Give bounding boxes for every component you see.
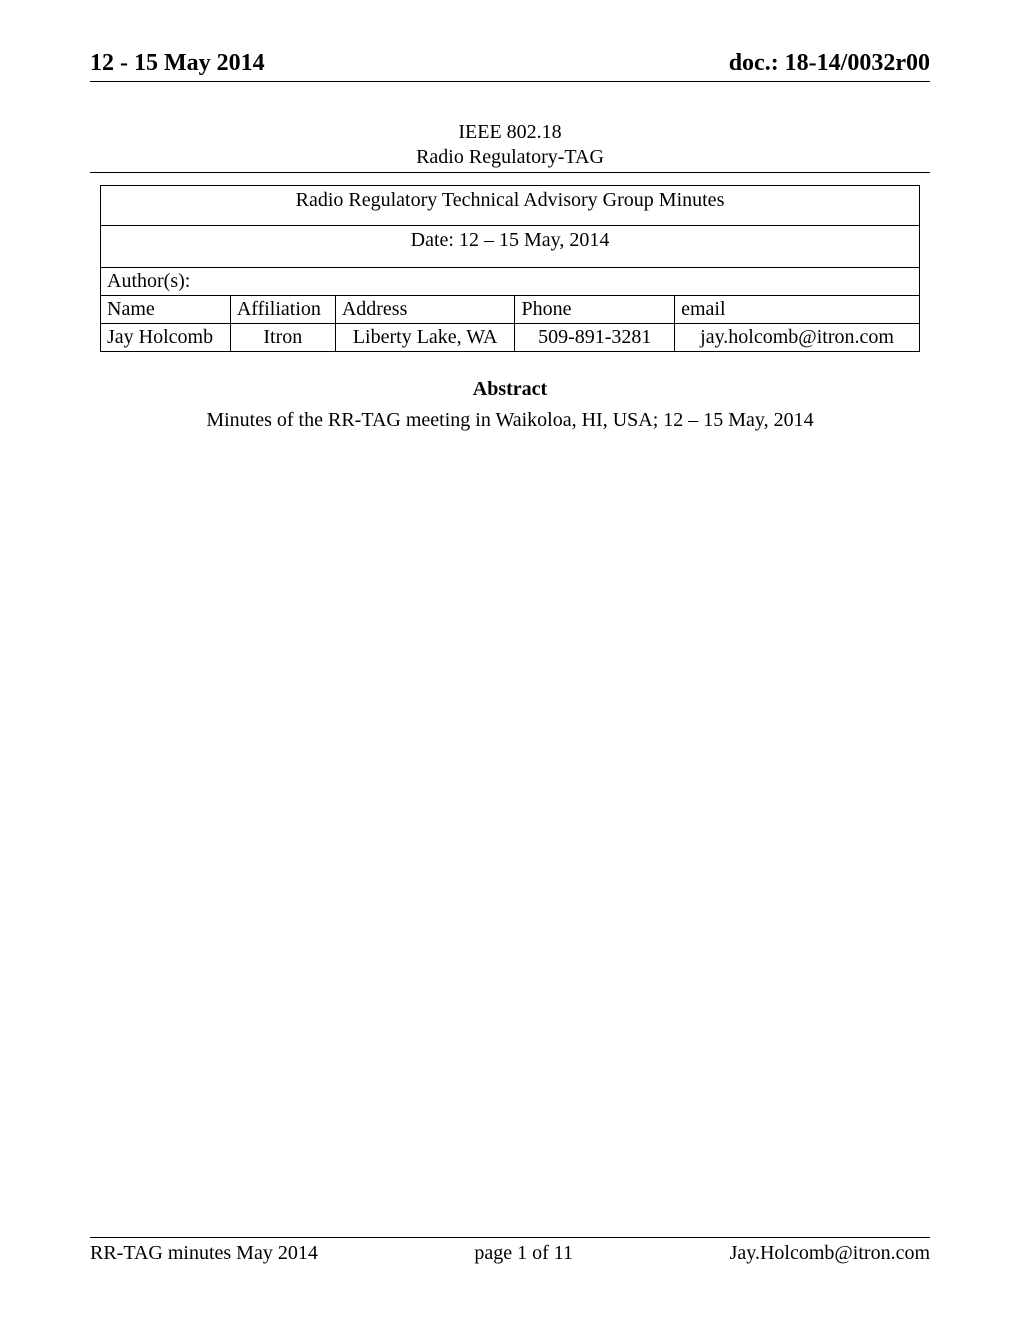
title-line-2: Radio Regulatory-TAG	[90, 145, 930, 170]
authors-label-row: Author(s):	[101, 268, 920, 296]
title-underline	[90, 172, 930, 173]
cell-name: Jay Holcomb	[101, 324, 231, 352]
abstract-heading: Abstract	[90, 378, 930, 401]
authors-label-cell: Author(s):	[101, 268, 920, 296]
column-header-row: Name Affiliation Address Phone email	[101, 296, 920, 324]
abstract-text: Minutes of the RR-TAG meeting in Waikolo…	[90, 409, 930, 432]
page-header: 12 - 15 May 2014 doc.: 18-14/0032r00	[90, 50, 930, 82]
cell-email: jay.holcomb@itron.com	[675, 324, 920, 352]
header-doc-number: doc.: 18-14/0032r00	[729, 50, 930, 77]
cell-affiliation: Itron	[230, 324, 335, 352]
cell-address: Liberty Lake, WA	[335, 324, 515, 352]
document-title-block: IEEE 802.18 Radio Regulatory-TAG	[90, 120, 930, 170]
col-header-phone: Phone	[515, 296, 675, 324]
footer-divider	[90, 1237, 930, 1238]
col-header-address: Address	[335, 296, 515, 324]
footer-right: Jay.Holcomb@itron.com	[730, 1242, 930, 1265]
col-header-affiliation: Affiliation	[230, 296, 335, 324]
document-page: 12 - 15 May 2014 doc.: 18-14/0032r00 IEE…	[0, 0, 1020, 1320]
page-footer: RR-TAG minutes May 2014 page 1 of 11 Jay…	[90, 1237, 930, 1265]
footer-left: RR-TAG minutes May 2014	[90, 1242, 318, 1265]
col-header-email: email	[675, 296, 920, 324]
group-title-cell: Radio Regulatory Technical Advisory Grou…	[101, 186, 920, 226]
author-data-row: Jay Holcomb Itron Liberty Lake, WA 509-8…	[101, 324, 920, 352]
title-line-1: IEEE 802.18	[90, 120, 930, 145]
table-title-row: Radio Regulatory Technical Advisory Grou…	[101, 186, 920, 226]
footer-row: RR-TAG minutes May 2014 page 1 of 11 Jay…	[90, 1242, 930, 1265]
metadata-table: Radio Regulatory Technical Advisory Grou…	[100, 185, 920, 352]
footer-center: page 1 of 11	[474, 1242, 573, 1265]
cell-phone: 509-891-3281	[515, 324, 675, 352]
table-date-row: Date: 12 – 15 May, 2014	[101, 226, 920, 268]
date-cell: Date: 12 – 15 May, 2014	[101, 226, 920, 268]
col-header-name: Name	[101, 296, 231, 324]
header-date: 12 - 15 May 2014	[90, 50, 265, 77]
